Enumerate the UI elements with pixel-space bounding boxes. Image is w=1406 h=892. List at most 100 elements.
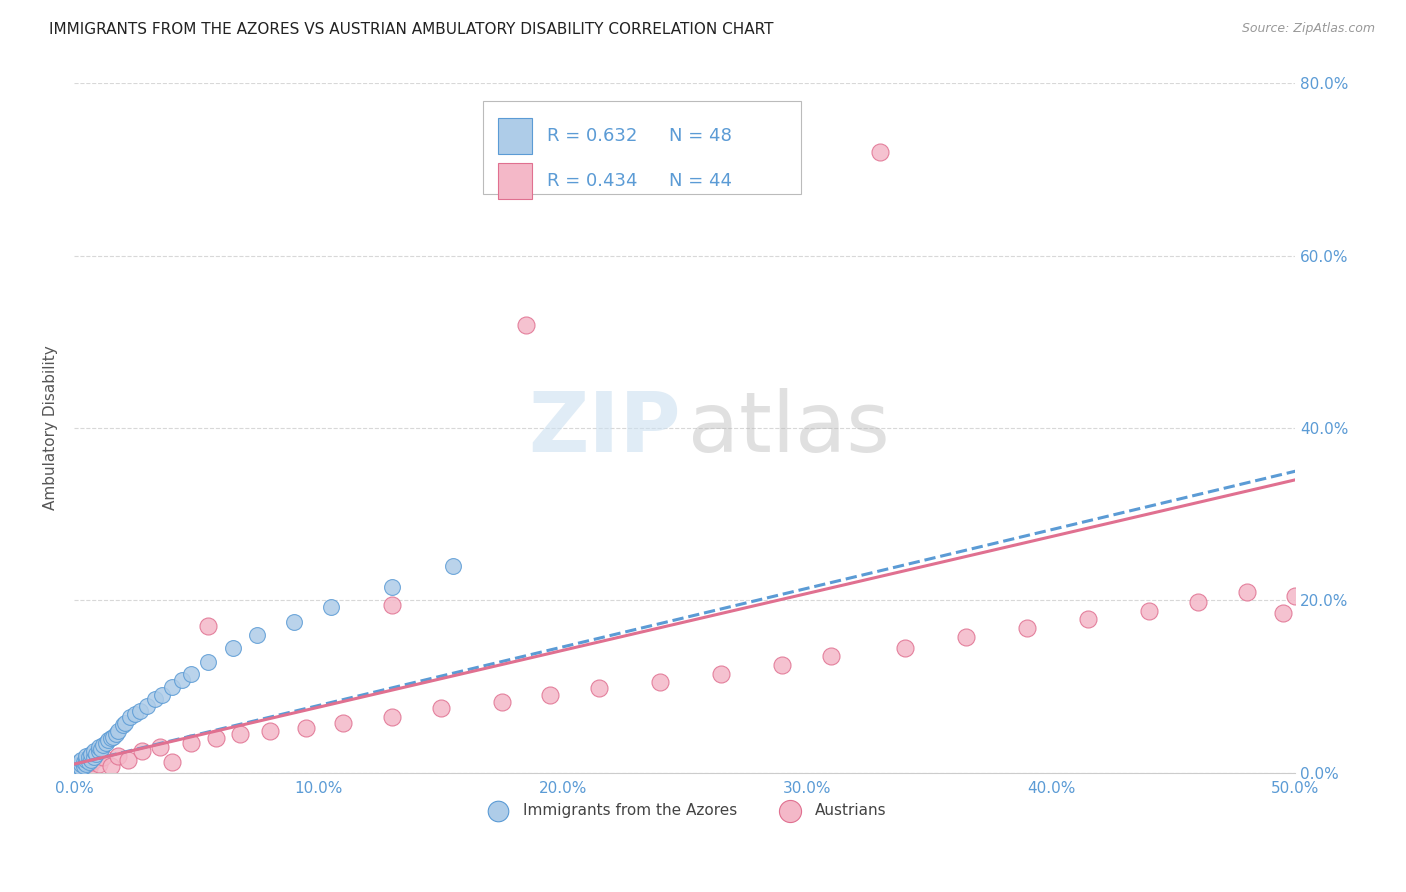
Point (87, 757, 110, 772)
Point (538, 688, 561, 702)
Point (65, 764, 87, 778)
Y-axis label: Ambulatory Disability: Ambulatory Disability (44, 346, 58, 510)
Point (67, 759, 90, 773)
Point (75, 757, 97, 772)
Point (75, 753, 97, 767)
Point (100, 759, 122, 773)
Point (104, 727, 127, 741)
Point (772, 658, 794, 673)
Point (149, 739, 172, 754)
Point (869, 145, 891, 160)
Bar (484, 101, 801, 194)
Point (229, 727, 252, 741)
Point (80, 747, 103, 761)
Point (67, 762, 90, 776)
Point (84, 747, 107, 761)
Point (80, 756, 103, 770)
Point (75, 757, 97, 772)
Text: ZIP: ZIP (529, 388, 681, 468)
Point (259, 724, 281, 739)
Point (131, 744, 153, 758)
Point (197, 619, 219, 633)
Point (180, 735, 202, 749)
Bar (498, 162, 531, 199)
Point (160, 756, 183, 770)
Text: Source: ZipAtlas.com: Source: ZipAtlas.com (1241, 22, 1375, 36)
Point (1137, 604, 1160, 618)
Point (180, 666, 202, 681)
Point (100, 731, 122, 746)
Point (381, 598, 404, 612)
Point (70, 761, 93, 775)
Point (650, 675, 672, 690)
Point (73, 755, 96, 769)
Point (73, 759, 96, 773)
Point (150, 688, 173, 702)
Point (94, 735, 117, 749)
Point (170, 673, 193, 687)
Point (107, 748, 129, 763)
Point (107, 724, 129, 739)
Point (1187, 595, 1209, 609)
Point (124, 707, 146, 722)
Legend: Immigrants from the Azores, Austrians: Immigrants from the Azores, Austrians (477, 797, 893, 823)
Point (1077, 612, 1099, 626)
Text: IMMIGRANTS FROM THE AZORES VS AUSTRIAN AMBULATORY DISABILITY CORRELATION CHART: IMMIGRANTS FROM THE AZORES VS AUSTRIAN A… (49, 22, 773, 37)
Point (97, 733, 120, 747)
Point (381, 581, 404, 595)
Bar (498, 118, 531, 153)
Point (114, 715, 136, 730)
Point (204, 731, 226, 746)
Point (515, 318, 537, 332)
Point (73, 759, 96, 773)
Point (893, 640, 915, 655)
Point (67, 762, 90, 776)
Point (83, 750, 105, 764)
Point (136, 698, 159, 713)
Point (1236, 584, 1258, 599)
Point (710, 666, 733, 681)
Point (955, 630, 977, 644)
Point (77, 761, 100, 775)
Point (77, 750, 100, 764)
Point (67, 756, 90, 770)
Point (1272, 607, 1295, 621)
Point (77, 756, 100, 770)
Point (222, 640, 245, 655)
Point (117, 753, 139, 767)
Point (65, 761, 87, 775)
Point (381, 710, 404, 724)
Point (429, 701, 451, 715)
Text: R = 0.434: R = 0.434 (547, 171, 637, 190)
Point (820, 649, 842, 664)
Point (143, 692, 166, 706)
Point (319, 600, 342, 615)
Point (87, 744, 110, 758)
Point (197, 656, 219, 670)
Text: R = 0.632: R = 0.632 (547, 127, 637, 145)
Point (295, 721, 318, 735)
Point (90, 741, 112, 756)
Point (129, 704, 152, 718)
Text: N = 44: N = 44 (669, 171, 733, 190)
Point (283, 615, 305, 629)
Point (75, 748, 97, 763)
Text: atlas: atlas (689, 388, 890, 468)
Point (70, 761, 93, 775)
Point (1015, 621, 1038, 635)
Point (65, 764, 87, 778)
Point (87, 739, 110, 754)
Point (101, 730, 124, 744)
Point (83, 744, 105, 758)
Point (120, 710, 142, 724)
Point (70, 757, 93, 772)
Point (1284, 589, 1306, 603)
Point (83, 753, 105, 767)
Text: N = 48: N = 48 (669, 127, 731, 145)
Point (246, 628, 269, 642)
Point (70, 753, 93, 767)
Point (588, 681, 610, 696)
Point (441, 558, 464, 573)
Point (332, 715, 354, 730)
Point (80, 753, 103, 767)
